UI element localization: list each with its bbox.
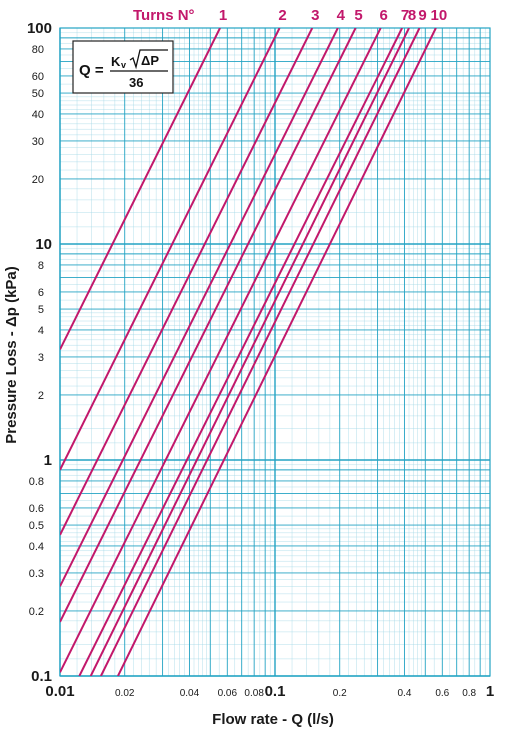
- y-tick-label: 80: [32, 44, 44, 56]
- curve-turn-10: [117, 28, 437, 676]
- series-header: Turns N°: [133, 7, 195, 24]
- x-tick-label: 0.08: [244, 688, 264, 699]
- x-tick-label: 1: [486, 683, 494, 700]
- series-label-turn-7: 7: [401, 7, 409, 24]
- formula-numerator-sub: v: [121, 60, 126, 70]
- sqrt-icon: [129, 49, 168, 70]
- y-tick-label: 0.5: [29, 520, 44, 532]
- x-tick-label: 0.4: [397, 688, 411, 699]
- formula-numerator-root: ΔP: [141, 53, 159, 68]
- series-label-turn-9: 9: [418, 7, 426, 24]
- curve-turn-6: [60, 28, 382, 673]
- series-label-turn-3: 3: [311, 7, 319, 24]
- y-tick-label: 40: [32, 109, 44, 121]
- x-axis-title: Flow rate - Q (l/s): [212, 711, 334, 728]
- series-label-turn-1: 1: [219, 7, 227, 24]
- formula-lhs: Q =: [79, 62, 104, 79]
- y-tick-label: 60: [32, 71, 44, 83]
- y-tick-label: 10: [35, 236, 52, 253]
- y-tick-labels: 0.1 1 10 100 0.2 0.3 0.4 0.5 0.6 0.8 2 3 4 5 6 8 20 30 40 5…: [27, 20, 52, 685]
- formula-box: Q = K v ΔP 36: [72, 40, 174, 94]
- y-tick-label: 0.4: [29, 541, 44, 553]
- series-labels: Turns N° 1 2 3 4 5 6 78 9 10: [133, 7, 447, 24]
- curve-turn-9: [100, 28, 421, 676]
- curve-turn-1: [60, 28, 221, 350]
- plot-border: [59, 27, 491, 677]
- series-label-turn-6: 6: [379, 7, 387, 24]
- x-tick-label: 0.01: [45, 683, 74, 700]
- x-tick-label: 0.04: [180, 688, 200, 699]
- y-tick-label: 2: [38, 390, 44, 402]
- x-tick-label: 0.06: [218, 688, 238, 699]
- x-tick-label: 0.8: [462, 688, 476, 699]
- y-tick-label: 1: [44, 452, 52, 469]
- formula-numerator-k: K: [111, 54, 121, 69]
- curve-turn-8: [89, 28, 410, 676]
- grid-major: [59, 28, 490, 677]
- curve-turn-4: [60, 28, 339, 587]
- series-label-turn-10: 10: [431, 7, 448, 24]
- y-tick-label: 6: [38, 287, 44, 299]
- x-tick-labels: 0.01 0.1 1 0.02 0.04 0.06 0.08 0.2 0.4 0.6 0.8: [45, 683, 494, 700]
- y-tick-label: 0.3: [29, 568, 44, 580]
- y-tick-label: 100: [27, 20, 52, 37]
- y-tick-label: 4: [38, 325, 44, 337]
- y-tick-label: 20: [32, 174, 44, 186]
- series-label-turn-2: 2: [278, 7, 286, 24]
- series-label-turn-5: 5: [354, 7, 362, 24]
- y-tick-label: 3: [38, 352, 44, 364]
- x-tick-label: 0.1: [265, 683, 286, 700]
- x-tick-label: 0.2: [333, 688, 347, 699]
- y-tick-label: 0.6: [29, 503, 44, 515]
- curve-turn-5: [60, 28, 357, 623]
- y-tick-label: 8: [38, 260, 44, 272]
- curve-turn-2: [60, 28, 281, 471]
- y-axis-title: Pressure Loss - Δp (kPa): [3, 266, 20, 444]
- y-tick-label: 30: [32, 136, 44, 148]
- curves: [60, 28, 437, 676]
- y-tick-label: 0.2: [29, 606, 44, 618]
- series-label-turn-4: 4: [337, 7, 346, 24]
- x-tick-label: 0.02: [115, 688, 135, 699]
- curve-turn-7: [78, 28, 403, 676]
- y-tick-label: 0.8: [29, 476, 44, 488]
- curve-turn-3: [60, 28, 314, 536]
- y-tick-label: 50: [32, 88, 44, 100]
- series-label-turn-8: 8: [408, 7, 416, 24]
- x-tick-label: 0.6: [435, 688, 449, 699]
- y-tick-label: 5: [38, 304, 44, 316]
- formula-denominator: 36: [129, 75, 143, 90]
- y-tick-label: 0.1: [31, 668, 52, 685]
